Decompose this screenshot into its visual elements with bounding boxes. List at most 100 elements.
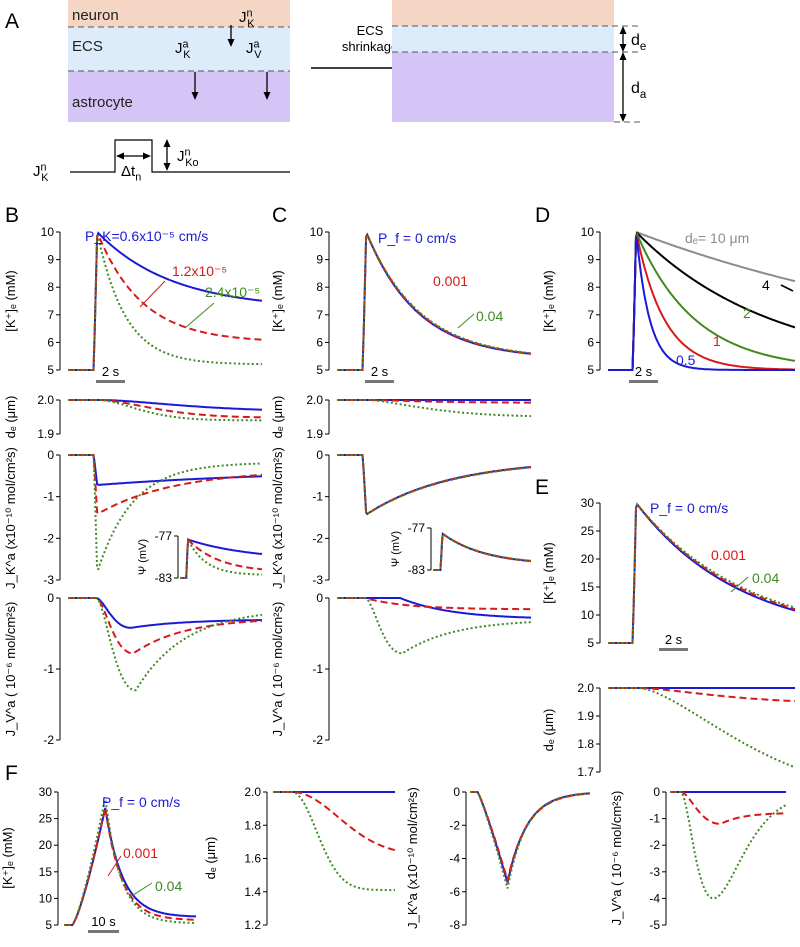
E-legend-0: P_f = 0 cm/s bbox=[650, 500, 728, 516]
jko-label: Jn Ko bbox=[177, 146, 198, 169]
B-jva-ticklabel-1: -1 bbox=[43, 662, 54, 676]
D-ke-ticklabel-1: 9 bbox=[587, 253, 594, 267]
B-ke-series-1 bbox=[68, 232, 263, 371]
jka-arrow-head bbox=[191, 92, 199, 100]
F1-ke-series-0 bbox=[64, 807, 196, 926]
B-jva-ticklabel-0: 0 bbox=[47, 591, 54, 605]
D-ke-ticklabel-0: 10 bbox=[581, 225, 595, 239]
F3-jka-series-2 bbox=[470, 791, 590, 889]
B-jva-ylabel: J_V^a ( 10⁻⁶ mol/cm²s) bbox=[3, 602, 18, 737]
D-ke-ticklabel-3: 7 bbox=[587, 308, 594, 322]
E-ke-ticklabel-4: 10 bbox=[581, 608, 595, 622]
B-psi-ylabel: Ψ (mV) bbox=[137, 539, 149, 575]
F4-jva-ticklabel-4: -4 bbox=[649, 891, 660, 905]
D-ke-series-3 bbox=[608, 235, 795, 371]
F-legend-1: 0.001 bbox=[123, 845, 158, 861]
B-jka-series-1 bbox=[68, 454, 263, 515]
C-jka-ticklabel-1: -1 bbox=[312, 490, 323, 504]
F1-ke-series-1 bbox=[64, 807, 197, 926]
B-de-ticklabel-1: 1.9 bbox=[37, 427, 54, 441]
F1-ke-ticklabel-5: 5 bbox=[45, 918, 52, 932]
F2-de-ticklabel-3: 1.4 bbox=[244, 885, 261, 899]
jkn-label-sup: n bbox=[247, 7, 253, 19]
E-scale-bar bbox=[659, 648, 688, 651]
C-legend-2: 0.04 bbox=[476, 308, 503, 324]
B-scale-label: 2 s bbox=[102, 364, 120, 379]
panel-letter-C: C bbox=[272, 204, 287, 227]
C-ke-ticklabel-4: 6 bbox=[316, 335, 323, 349]
jka-label-sub: K bbox=[183, 49, 191, 61]
B-de-ticklabel-0: 2.0 bbox=[37, 393, 54, 407]
D-ke-series-2 bbox=[608, 232, 796, 371]
F4-jva-ticklabel-0: 0 bbox=[653, 785, 660, 799]
jva-label: Ja V bbox=[246, 38, 262, 61]
F-legend-0: P_f = 0 cm/s bbox=[102, 794, 180, 810]
da-label-sub: a bbox=[640, 89, 647, 101]
F2-de-ticklabel-4: 1.2 bbox=[244, 918, 261, 932]
B-jka-series-0 bbox=[68, 454, 263, 486]
F3-jka-ticklabel-4: -8 bbox=[449, 918, 460, 932]
C-psi-ticklabel-1: -83 bbox=[408, 563, 426, 577]
D-legend-3: 1 bbox=[713, 333, 721, 349]
C-jka-series-2 bbox=[337, 454, 532, 516]
C-jka-ticklabel-2: -2 bbox=[312, 531, 323, 545]
F4-jva-series-1 bbox=[670, 791, 786, 825]
pulse-jkn-label-sub: K bbox=[41, 172, 49, 184]
pulse-trace bbox=[70, 139, 290, 173]
F4-jva-ticklabel-5: -5 bbox=[649, 918, 660, 932]
D-legend-0: dₑ= 10 μm bbox=[685, 230, 749, 246]
B-ke-ticklabel-1: 9 bbox=[47, 253, 54, 267]
E-legend-1: 0.001 bbox=[711, 547, 746, 563]
panel-letter-B: B bbox=[5, 204, 19, 227]
jva-label-sup: a bbox=[254, 38, 260, 50]
C-jka-ticklabel-3: -3 bbox=[312, 573, 323, 587]
B-ke-ticklabel-3: 7 bbox=[47, 308, 54, 322]
F3-jka-ticklabel-3: -6 bbox=[449, 885, 460, 899]
astrocyte-label: astrocyte bbox=[72, 94, 133, 111]
dtn-arrow-right bbox=[143, 152, 151, 160]
B-ke-ticklabel-5: 5 bbox=[47, 363, 54, 377]
E-de-ticklabel-3: 1.7 bbox=[577, 765, 594, 779]
B-ke-series-0 bbox=[68, 231, 263, 371]
B-legend-2-leader bbox=[184, 302, 215, 329]
C-legend-2-leader bbox=[457, 313, 475, 329]
C-jka-ylabel: J_K^a (x10⁻¹⁰ mol/cm²s) bbox=[270, 447, 285, 589]
jka-label: Ja K bbox=[175, 38, 191, 61]
F1-ke-ticklabel-3: 15 bbox=[39, 865, 53, 879]
D-ke-ticklabel-2: 8 bbox=[587, 280, 594, 294]
D-ke-series-4 bbox=[608, 236, 795, 371]
dtn-label-sub: n bbox=[135, 172, 141, 184]
astrocyte-layer bbox=[68, 71, 290, 122]
F4-jva-series-2 bbox=[670, 791, 787, 900]
B-de-series-0 bbox=[68, 399, 263, 411]
C-jva-ticklabel-2: -2 bbox=[312, 733, 323, 747]
F1-ke-series-2 bbox=[64, 797, 196, 926]
E-ke-ticklabel-5: 5 bbox=[587, 636, 594, 650]
B-jka-series-2 bbox=[68, 454, 262, 571]
jkn-arrow-head bbox=[227, 39, 235, 47]
C-psi-ylabel: Ψ (mV) bbox=[390, 531, 402, 567]
pulse-jkn-label-sup: n bbox=[41, 161, 47, 173]
C-psi-series-2 bbox=[433, 532, 532, 571]
B-jva-series-1 bbox=[68, 597, 263, 655]
B-ke-ticklabel-4: 6 bbox=[47, 335, 54, 349]
dtn-arrow-left bbox=[116, 152, 124, 160]
C-jva-ticklabel-1: -1 bbox=[312, 662, 323, 676]
F3-jka-series-0 bbox=[470, 791, 591, 883]
B-legend-0: P_K=0.6x10⁻⁵ cm/s bbox=[85, 228, 208, 244]
pulse-jkn-label: Jn K bbox=[33, 161, 49, 184]
F-legend-2: 0.04 bbox=[155, 878, 182, 894]
jko-label-sub: Ko bbox=[185, 157, 198, 169]
B-psi-series-1 bbox=[180, 537, 263, 579]
D-scale-label: 2 s bbox=[635, 364, 653, 379]
F4-jva-ylabel: J_V^a ( 10⁻⁶ mol/cm²s) bbox=[609, 791, 624, 926]
E-ke-ticklabel-2: 20 bbox=[581, 552, 595, 566]
B-jka-ticklabel-1: -1 bbox=[43, 490, 54, 504]
E-de-series-2 bbox=[608, 687, 796, 769]
E-de-ylabel: dₑ (μm) bbox=[541, 709, 556, 752]
B-jka-ticklabel-2: -2 bbox=[43, 531, 54, 545]
da-arrow-top bbox=[619, 52, 627, 60]
F3-jka-ticklabel-0: 0 bbox=[453, 785, 460, 799]
da-arrow-bottom bbox=[619, 114, 627, 122]
C-psi-ticklabel-0: -77 bbox=[408, 521, 426, 535]
